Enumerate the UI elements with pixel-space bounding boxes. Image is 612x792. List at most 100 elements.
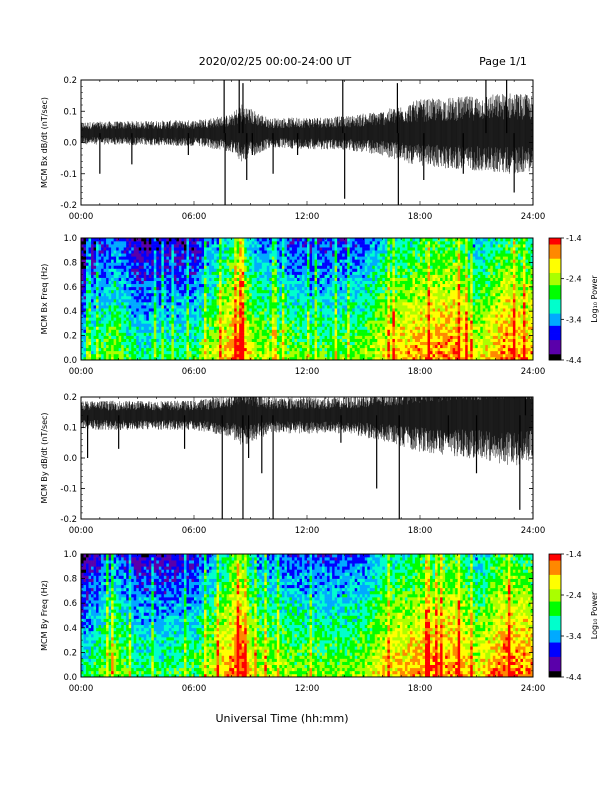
spectrogram-cell [91,292,94,297]
spectrogram-cell [359,317,363,321]
spectrogram-cell [312,323,315,327]
spectrogram-cell [377,244,381,248]
spectrogram-cell [226,280,230,285]
spectrogram-cell [374,250,378,254]
spectrogram-cell [194,326,197,330]
spectrogram-cell [329,241,333,245]
spectrogram-cell [111,350,114,355]
spectrogram-cell [186,238,190,242]
spectrogram-cell [364,311,368,315]
spectrogram-cell [113,317,117,321]
spectrogram-cell [183,241,187,245]
spectrogram-cell [379,356,383,361]
spectrogram-cell [138,317,142,321]
spectrogram-cell [254,292,258,297]
spectrogram-cell [116,311,119,315]
spectrogram-cell [121,238,124,242]
spectrogram-cell [221,332,225,336]
spectrogram-cell [332,247,335,251]
spectrogram-cell [266,353,270,358]
spectrogram-cell [133,292,137,297]
spectrogram-cell [116,268,119,272]
spectrogram-cell [113,238,117,242]
spectrogram-cell [178,295,182,300]
spectrogram-cell [128,247,132,251]
spectrogram-cell [231,308,235,312]
spectrogram-cell [156,308,160,312]
spectrogram-cell [344,238,348,242]
spectrogram-cell [176,326,180,330]
spectrogram-cell [186,244,190,248]
spectrogram-cell [151,259,155,263]
spectrogram-cell [83,265,87,269]
y-axis-label: MCM Bx dB/dt (nT/sec) [40,97,49,188]
spectrogram-cell [156,299,160,303]
spectrogram-cell [372,341,376,346]
spectrogram-cell [261,250,265,254]
spectrogram-cell [239,323,243,327]
spectrogram-cell [339,259,343,263]
spectrogram-cell [269,253,273,257]
spectrogram-cell [128,253,132,257]
spectrogram-cell [226,332,230,336]
spectrogram-cell [143,247,147,251]
spectrogram-cell [329,253,333,257]
spectrogram-cell [216,286,220,291]
spectrogram-cell [299,262,303,266]
spectrogram-cell [269,244,273,248]
spectrogram-cell [342,341,345,346]
spectrogram-cell [281,253,285,257]
spectrogram-cell [339,347,343,352]
spectrogram-cell [156,271,160,275]
spectrogram-cell [352,344,356,349]
spectrogram-cell [362,350,366,355]
spectrogram-cell [342,320,345,324]
spectrogram-cell [101,314,104,318]
spectrogram-cell [294,323,298,327]
spectrogram-cell [294,341,298,346]
spectrogram-cell [286,292,290,297]
spectrogram-cell [188,347,192,352]
spectrogram-cell [229,314,232,318]
spectrogram-cell [359,341,363,346]
spectrogram-cell [319,314,323,318]
spectrogram-cell [261,244,265,248]
spectrogram-cell [196,332,200,336]
spectrogram-cell [101,289,104,294]
spectrogram-cell [103,271,107,275]
spectrogram-cell [304,280,308,285]
spectrogram-cell [352,299,356,303]
spectrogram-cell [156,350,160,355]
spectrogram-cell [131,262,135,266]
spectrogram-cell [296,308,300,312]
spectrogram-cell [211,302,215,306]
spectrogram-cell [357,323,361,327]
spectrogram-cell [123,250,127,254]
spectrogram-cell [214,314,217,318]
spectrogram-cell [128,274,132,278]
spectrogram-cell [136,323,140,327]
spectrogram-cell [256,256,260,260]
spectrogram-cell [296,283,300,288]
spectrogram-cell [299,320,303,324]
spectrogram-cell [322,274,325,278]
spectrogram-cell [181,262,185,266]
spectrogram-cell [327,259,330,263]
spectrogram-cell [334,280,338,285]
spectrogram-cell [116,320,119,324]
spectrogram-cell [111,356,114,361]
spectrogram-cell [173,335,177,339]
spectrogram-cell [289,259,293,263]
spectrogram-cell [194,271,197,275]
spectrogram-cell [276,356,280,361]
spectrogram-cell [309,253,313,257]
spectrogram-cell [312,292,315,297]
spectrogram-cell [369,308,373,312]
spectrogram-cell [352,256,356,260]
spectrogram-cell [314,305,318,309]
spectrogram-cell [256,305,260,309]
spectrogram-cell [354,244,358,248]
spectrogram-cell [151,289,155,294]
spectrogram-cell [226,241,230,245]
spectrogram-cell [312,265,315,269]
